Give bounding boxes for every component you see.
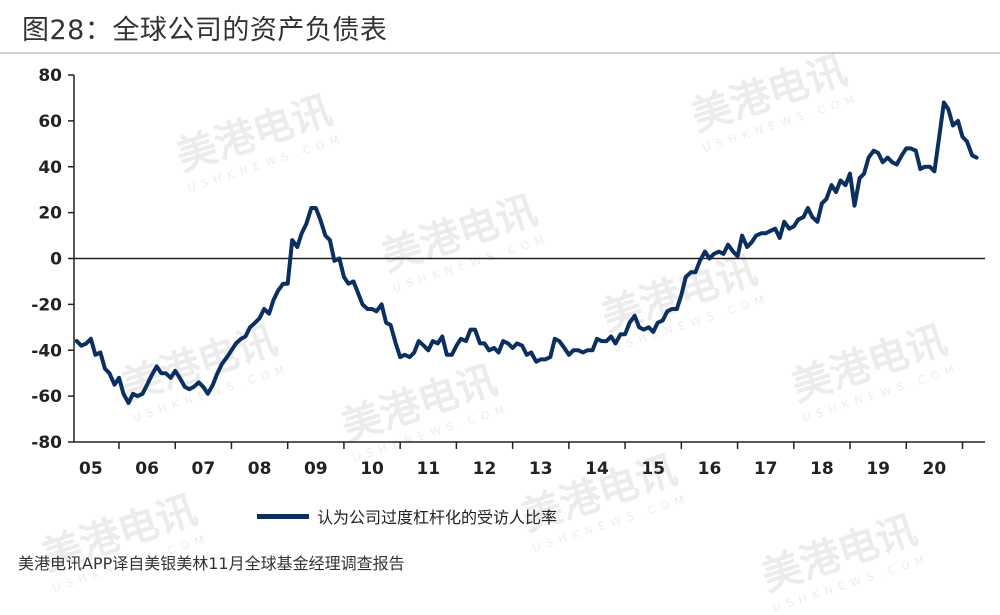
- x-tick-label: 06: [135, 459, 159, 479]
- y-tick-label: -60: [31, 387, 62, 407]
- y-tick-label: 40: [38, 158, 62, 178]
- y-tick-label: -40: [31, 341, 62, 361]
- legend-swatch: [257, 513, 309, 519]
- source-note: 美港电讯APP译自美银美林11月全球基金经理调查报告: [18, 554, 405, 573]
- x-tick-label: 14: [585, 459, 609, 479]
- series-line: [74, 100, 979, 405]
- x-tick-label: 09: [304, 459, 328, 479]
- x-tick-label: 10: [360, 459, 384, 479]
- legend: 认为公司过度杠杆化的受访人比率: [257, 505, 557, 527]
- x-tick-label: 08: [248, 459, 272, 479]
- y-axis: 80 60 40 20 0 -20 -40 -60 -80: [31, 66, 74, 453]
- x-tick-label: 05: [79, 459, 103, 479]
- y-tick-label: -80: [31, 433, 62, 453]
- x-tick-label: 16: [698, 459, 722, 479]
- page-title: 图28：全球公司的资产负债表: [22, 15, 388, 46]
- x-tick-label: 19: [866, 459, 890, 479]
- x-axis: 05 06 07 08 09 10 11 12 13 14 15 16 17 18 19 20: [79, 442, 964, 479]
- legend-label: 认为公司过度杠杆化的受访人比率: [317, 508, 558, 527]
- x-tick-label: 20: [923, 459, 947, 479]
- x-tick-label: 11: [416, 459, 440, 479]
- y-tick-label: 0: [50, 250, 62, 270]
- x-tick-label: 17: [754, 459, 778, 479]
- x-tick-label: 18: [810, 459, 834, 479]
- x-tick-label: 12: [473, 459, 497, 479]
- y-tick-label: 80: [38, 66, 62, 86]
- y-tick-label: 20: [38, 204, 62, 224]
- title-divider: [0, 52, 1000, 54]
- y-tick-label: -20: [31, 295, 62, 315]
- x-tick-label: 15: [641, 459, 665, 479]
- y-tick-label: 60: [38, 112, 62, 132]
- x-tick-label: 13: [529, 459, 553, 479]
- line-chart: 80 60 40 20 0 -20 -40 -60 -80 05 06 07 08 09 10 11 12 13…: [31, 66, 985, 479]
- series-layer: [74, 100, 979, 405]
- x-tick-label: 07: [192, 459, 216, 479]
